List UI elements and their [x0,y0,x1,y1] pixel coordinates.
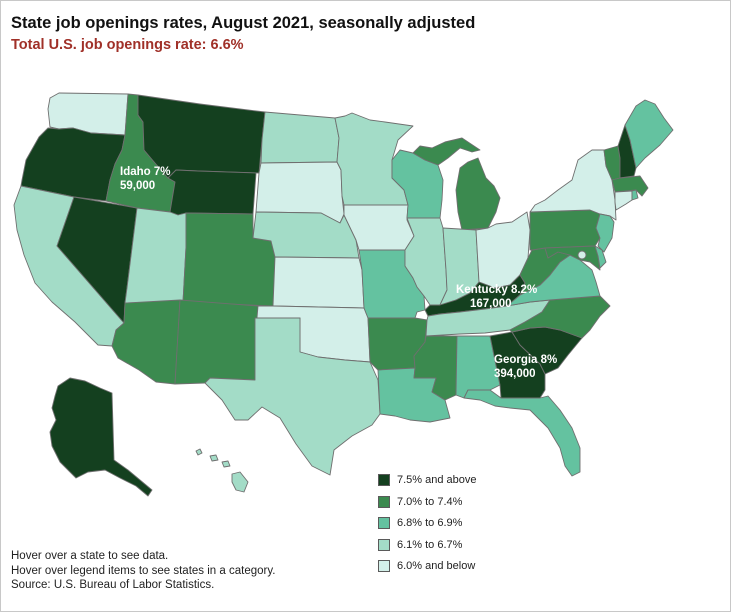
state-north-carolina[interactable] [509,295,611,339]
note-hover-legend: Hover over legend items to see states in… [11,564,276,577]
legend-item-7-0-to-7-4[interactable]: 7.0% to 7.4% [378,492,477,512]
legend-label: 6.8% to 6.9% [397,517,463,529]
legend-item-7-5-and-above[interactable]: 7.5% and above [378,470,477,490]
idaho-callout-rate: Idaho 7% [120,166,170,178]
map-notes: Hover over a state to see data. Hover ov… [11,549,275,593]
state-new-jersey[interactable] [595,213,615,253]
kentucky-callout-rate: Kentucky 8.2% [456,284,537,296]
legend-item-6-8-to-6-9[interactable]: 6.8% to 6.9% [378,513,477,533]
state-texas[interactable] [204,317,381,476]
state-new-mexico[interactable] [174,299,259,385]
state-pennsylvania[interactable] [529,209,601,251]
state-district-of-columbia[interactable] [577,250,587,260]
state-connecticut[interactable] [614,190,633,211]
legend-item-6-1-to-6-7[interactable]: 6.1% to 6.7% [378,535,477,555]
legend-swatch [378,560,390,572]
map-legend: 7.5% and above 7.0% to 7.4% 6.8% to 6.9%… [378,470,477,578]
legend-label: 7.5% and above [397,474,477,486]
state-new-york[interactable] [529,149,617,221]
map-title: State job openings rates, August 2021, s… [11,14,476,32]
legend-swatch [378,538,390,551]
state-rhode-island[interactable] [631,189,639,201]
idaho-callout-count: 59,000 [120,180,155,192]
note-hover-state: Hover over a state to see data. [11,550,169,562]
state-delaware[interactable] [594,245,607,269]
georgia-callout-count: 394,000 [494,368,536,380]
legend-swatch [378,517,390,529]
note-source: Source: U.S. Bureau of Labor Statistics. [11,579,215,591]
georgia-callout-rate: Georgia 8% [494,354,557,366]
state-michigan[interactable] [412,137,501,231]
state-hawaii[interactable] [195,448,249,493]
state-nebraska[interactable] [252,211,360,259]
state-florida[interactable] [463,389,581,477]
state-maine[interactable] [624,99,674,169]
legend-label: 7.0% to 7.4% [397,495,463,508]
legend-label: 6.0% and below [397,560,476,572]
legend-label: 6.1% to 6.7% [397,538,463,551]
legend-item-6-0-and-below[interactable]: 6.0% and below [378,556,477,576]
kentucky-callout-count: 167,000 [470,298,512,310]
legend-swatch [378,495,390,508]
state-kansas[interactable] [272,256,365,309]
legend-swatch [378,474,390,486]
state-north-dakota[interactable] [260,111,340,164]
state-wyoming[interactable] [167,169,257,216]
map-subtitle: Total U.S. job openings rate: 6.6% [11,37,244,53]
state-alaska[interactable] [49,377,153,497]
